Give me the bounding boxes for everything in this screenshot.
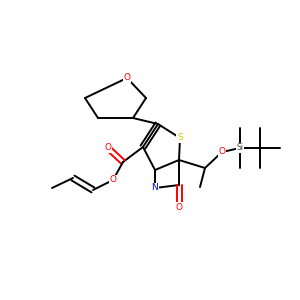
- Text: O: O: [124, 74, 130, 82]
- Text: N: N: [152, 184, 158, 193]
- Text: S: S: [177, 134, 183, 142]
- Text: O: O: [110, 176, 116, 184]
- Text: O: O: [104, 143, 112, 152]
- Text: Si: Si: [236, 143, 244, 152]
- Text: O: O: [176, 202, 182, 211]
- Text: O: O: [218, 148, 226, 157]
